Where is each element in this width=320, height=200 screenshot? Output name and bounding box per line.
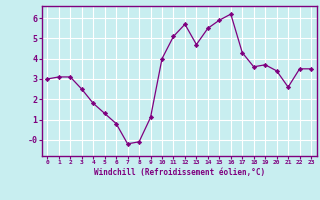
X-axis label: Windchill (Refroidissement éolien,°C): Windchill (Refroidissement éolien,°C) xyxy=(94,168,265,177)
